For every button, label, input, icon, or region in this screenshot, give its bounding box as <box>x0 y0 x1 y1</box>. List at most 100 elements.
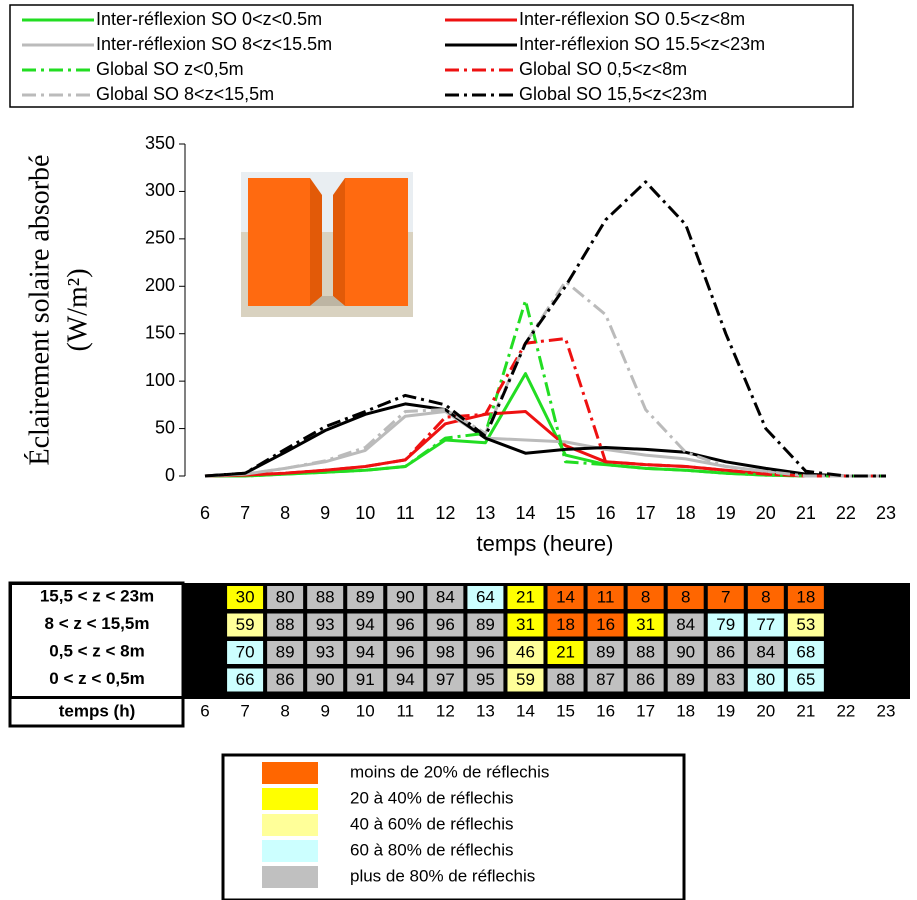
table-cell <box>747 613 784 637</box>
table-value: 31 <box>636 615 655 634</box>
table-value: 21 <box>556 642 575 661</box>
color-swatch <box>262 788 318 810</box>
table-cell <box>667 641 704 664</box>
y-tick-label: 350 <box>145 133 175 153</box>
table-hour: 18 <box>676 701 695 720</box>
table-value: 80 <box>276 587 295 606</box>
table-value: 89 <box>476 615 495 634</box>
table-label-column <box>12 585 183 696</box>
table-value: 89 <box>676 670 695 689</box>
legend-label: Inter-réflexion SO 15.5<z<23m <box>519 34 765 54</box>
table-value: 94 <box>356 615 375 634</box>
table-value: 94 <box>396 670 415 689</box>
table-cell <box>787 586 824 609</box>
table-hour: 21 <box>796 701 815 720</box>
table-value: 80 <box>756 670 775 689</box>
legend-label: Global SO 0,5<z<8m <box>519 59 687 79</box>
table-value: 16 <box>596 615 615 634</box>
table-value: 94 <box>356 642 375 661</box>
color-legend: moins de 20% de réflechis 20 à 40% de réf… <box>262 762 549 888</box>
table-cell <box>507 668 544 692</box>
table-cell <box>307 586 344 609</box>
table-value: 91 <box>356 670 375 689</box>
table-value: 90 <box>316 670 335 689</box>
table-value: 21 <box>516 587 535 606</box>
table-cell <box>787 613 824 637</box>
x-axis-label: temps (heure) <box>477 531 614 556</box>
table-cell <box>307 613 344 637</box>
table-cell <box>387 586 424 609</box>
table-value: 66 <box>236 670 255 689</box>
table-cell <box>267 586 304 609</box>
table-cell <box>347 668 384 692</box>
table-cell <box>427 613 464 637</box>
x-tick-label: 16 <box>596 503 616 523</box>
table-cell <box>227 586 264 609</box>
table-cell <box>307 641 344 664</box>
table-value: 90 <box>676 642 695 661</box>
x-tick-label: 6 <box>200 503 210 523</box>
table-value: 8 <box>681 587 690 606</box>
table-value: 96 <box>396 615 415 634</box>
table-hour: 23 <box>877 701 896 720</box>
table-hour: 16 <box>596 701 615 720</box>
x-tick-label: 7 <box>240 503 250 523</box>
table-cell <box>307 668 344 692</box>
table-value: 68 <box>796 642 815 661</box>
table-hour: 10 <box>356 701 375 720</box>
table-cell <box>387 641 424 664</box>
x-tick-label: 23 <box>876 503 896 523</box>
table-value: 18 <box>556 615 575 634</box>
legend-label: Global SO 8<z<15,5m <box>96 84 274 104</box>
table-value: 65 <box>796 670 815 689</box>
table-value: 96 <box>396 642 415 661</box>
y-tick-label: 150 <box>145 322 175 342</box>
table-value: 8 <box>641 587 650 606</box>
inset-block-side <box>310 178 322 306</box>
x-tick-label: 18 <box>676 503 696 523</box>
table-value: 96 <box>436 615 455 634</box>
y-tick-label: 0 <box>165 465 175 485</box>
table-value: 11 <box>597 587 615 606</box>
table-value: 87 <box>596 670 615 689</box>
y-axis-label: Éclairement solaire absorbé (W/m²) <box>24 155 93 466</box>
plot: 0 50 100 150 200 250 300 350 6 7 8 9 10 11 12 13 14 15 16 1… <box>145 133 896 523</box>
table-row-label: 15,5 < z < 23m <box>40 586 154 605</box>
series-line <box>205 299 886 478</box>
table-cell <box>547 613 584 637</box>
table-cell <box>267 613 304 637</box>
color-swatch <box>262 866 318 888</box>
table-cell <box>467 641 504 664</box>
inset-block <box>345 178 408 306</box>
y-tick-label: 250 <box>145 228 175 248</box>
x-tick-label: 22 <box>836 503 856 523</box>
color-legend-label: 60 à 80% de réflechis <box>350 840 514 859</box>
x-tick-label: 13 <box>475 503 495 523</box>
x-tick-label: 10 <box>355 503 375 523</box>
table-value: 96 <box>476 642 495 661</box>
table-value: 88 <box>316 587 335 606</box>
table-cell <box>347 613 384 637</box>
table-cell <box>547 641 584 664</box>
table-cell <box>707 641 744 664</box>
color-swatch <box>262 762 318 784</box>
series-line <box>204 402 886 478</box>
x-tick-label: 21 <box>796 503 816 523</box>
inset-street <box>310 296 345 306</box>
table-value: 84 <box>676 615 695 634</box>
table-cell <box>587 641 624 664</box>
table-cell <box>427 668 464 692</box>
table-value: 18 <box>796 587 815 606</box>
table-cell <box>347 586 384 609</box>
table-cell <box>507 586 544 609</box>
table-value: 79 <box>716 615 735 634</box>
table-value: 93 <box>316 642 335 661</box>
table-cell <box>427 641 464 664</box>
table-hour: 14 <box>516 701 535 720</box>
table-cell <box>707 613 744 637</box>
x-tick-label: 8 <box>280 503 290 523</box>
table-hour: 22 <box>836 701 855 720</box>
color-legend-label: moins de 20% de réflechis <box>350 762 549 781</box>
